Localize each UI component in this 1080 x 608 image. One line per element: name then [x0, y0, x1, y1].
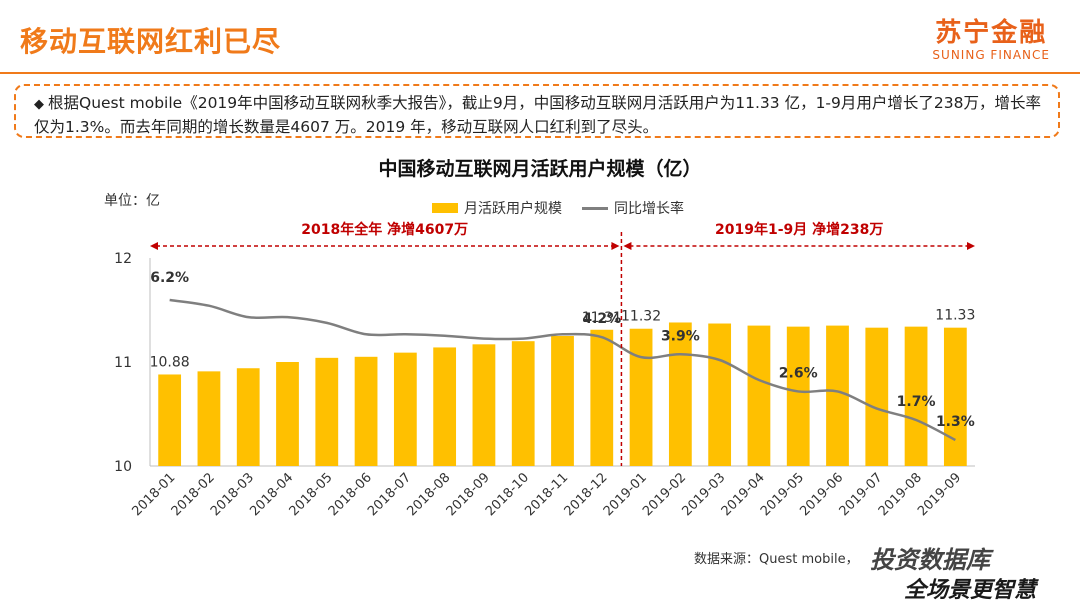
y-tick-label: 12	[114, 251, 132, 267]
bar-value-label: 11.33	[935, 308, 975, 324]
bar-2019-07	[865, 327, 889, 466]
summary-text: 根据Quest mobile《2019年中国移动互联网秋季大报告》，截止9月，中…	[34, 94, 1041, 136]
bar-value-label: 11.31	[582, 310, 622, 326]
unit-label: 单位：亿	[104, 193, 160, 209]
bar-2018-01	[158, 374, 182, 466]
arrow-left-icon	[623, 242, 632, 250]
bar-2019-02	[668, 322, 692, 466]
header-divider	[0, 72, 1080, 74]
bar-2018-11	[551, 336, 574, 466]
bar-2019-08	[904, 326, 928, 466]
bar-value-label: 11.32	[621, 309, 661, 325]
header: 移动互联网红利已尽 苏宁金融 SUNING FINANCE	[0, 0, 1080, 78]
bar-2019-09	[943, 327, 967, 466]
annotation-label: 2018年全年 净增4607万	[301, 221, 468, 238]
chart-legend: 月活跃用户规模 同比增长率	[432, 198, 684, 218]
arrow-right-icon	[611, 242, 620, 250]
annotation-label: 2019年1-9月 净增238万	[715, 221, 883, 238]
legend-bar-label: 月活跃用户规模	[464, 201, 562, 217]
bar-2019-04	[747, 325, 771, 466]
bar-2018-08	[433, 347, 457, 466]
rate-value-label: 6.2%	[150, 270, 189, 286]
bar-value-label: 10.88	[150, 354, 190, 370]
logo-en-text: SUNING FINANCE	[932, 48, 1050, 62]
rate-value-label: 2.6%	[779, 365, 818, 381]
bar-2019-01	[629, 328, 653, 466]
y-tick-label: 11	[114, 355, 132, 371]
bar-2018-10	[511, 341, 535, 466]
bar-2018-03	[236, 368, 260, 466]
bar-2019-03	[708, 323, 732, 466]
bar-2019-06	[826, 325, 849, 466]
page-title: 移动互联网红利已尽	[20, 25, 282, 58]
bar-2018-06	[354, 356, 378, 466]
source-text: 数据来源：Quest mobile，	[694, 552, 859, 567]
bar-2018-02	[197, 371, 221, 466]
legend-line-swatch	[582, 206, 608, 210]
bar-2018-05	[315, 357, 339, 466]
rate-value-label: 1.3%	[936, 414, 975, 430]
watermark-text: 投资数据库	[870, 546, 990, 574]
bar-2018-07	[393, 352, 417, 466]
bar-2019-05	[786, 326, 810, 466]
x-tick-label: 2019-09	[915, 470, 964, 519]
rate-value-label: 4.2%	[582, 311, 621, 327]
rate-value-label: 1.7%	[897, 394, 936, 410]
chart-title: 中国移动互联网月活跃用户规模（亿）	[378, 158, 702, 180]
watermark-sub-text: 全场景更智慧	[904, 578, 1037, 603]
bar-2018-09	[472, 344, 496, 466]
brand-logo: 苏宁金融 SUNING FINANCE	[932, 18, 1050, 62]
growth-rate-line	[169, 298, 956, 442]
arrow-left-icon	[150, 242, 158, 250]
summary-note: ◆ 根据Quest mobile《2019年中国移动互联网秋季大报告》，截止9月，…	[14, 84, 1060, 138]
arrow-right-icon	[967, 242, 975, 250]
bullet-icon: ◆	[34, 97, 44, 112]
y-tick-label: 10	[114, 459, 132, 475]
bar-2018-12	[590, 329, 614, 466]
legend-line-label: 同比增长率	[614, 201, 684, 217]
rate-value-label: 3.9%	[661, 328, 700, 344]
bar-2018-04	[276, 362, 299, 466]
legend-bar-swatch	[432, 203, 458, 213]
logo-cn-text: 苏宁金融	[935, 18, 1048, 48]
